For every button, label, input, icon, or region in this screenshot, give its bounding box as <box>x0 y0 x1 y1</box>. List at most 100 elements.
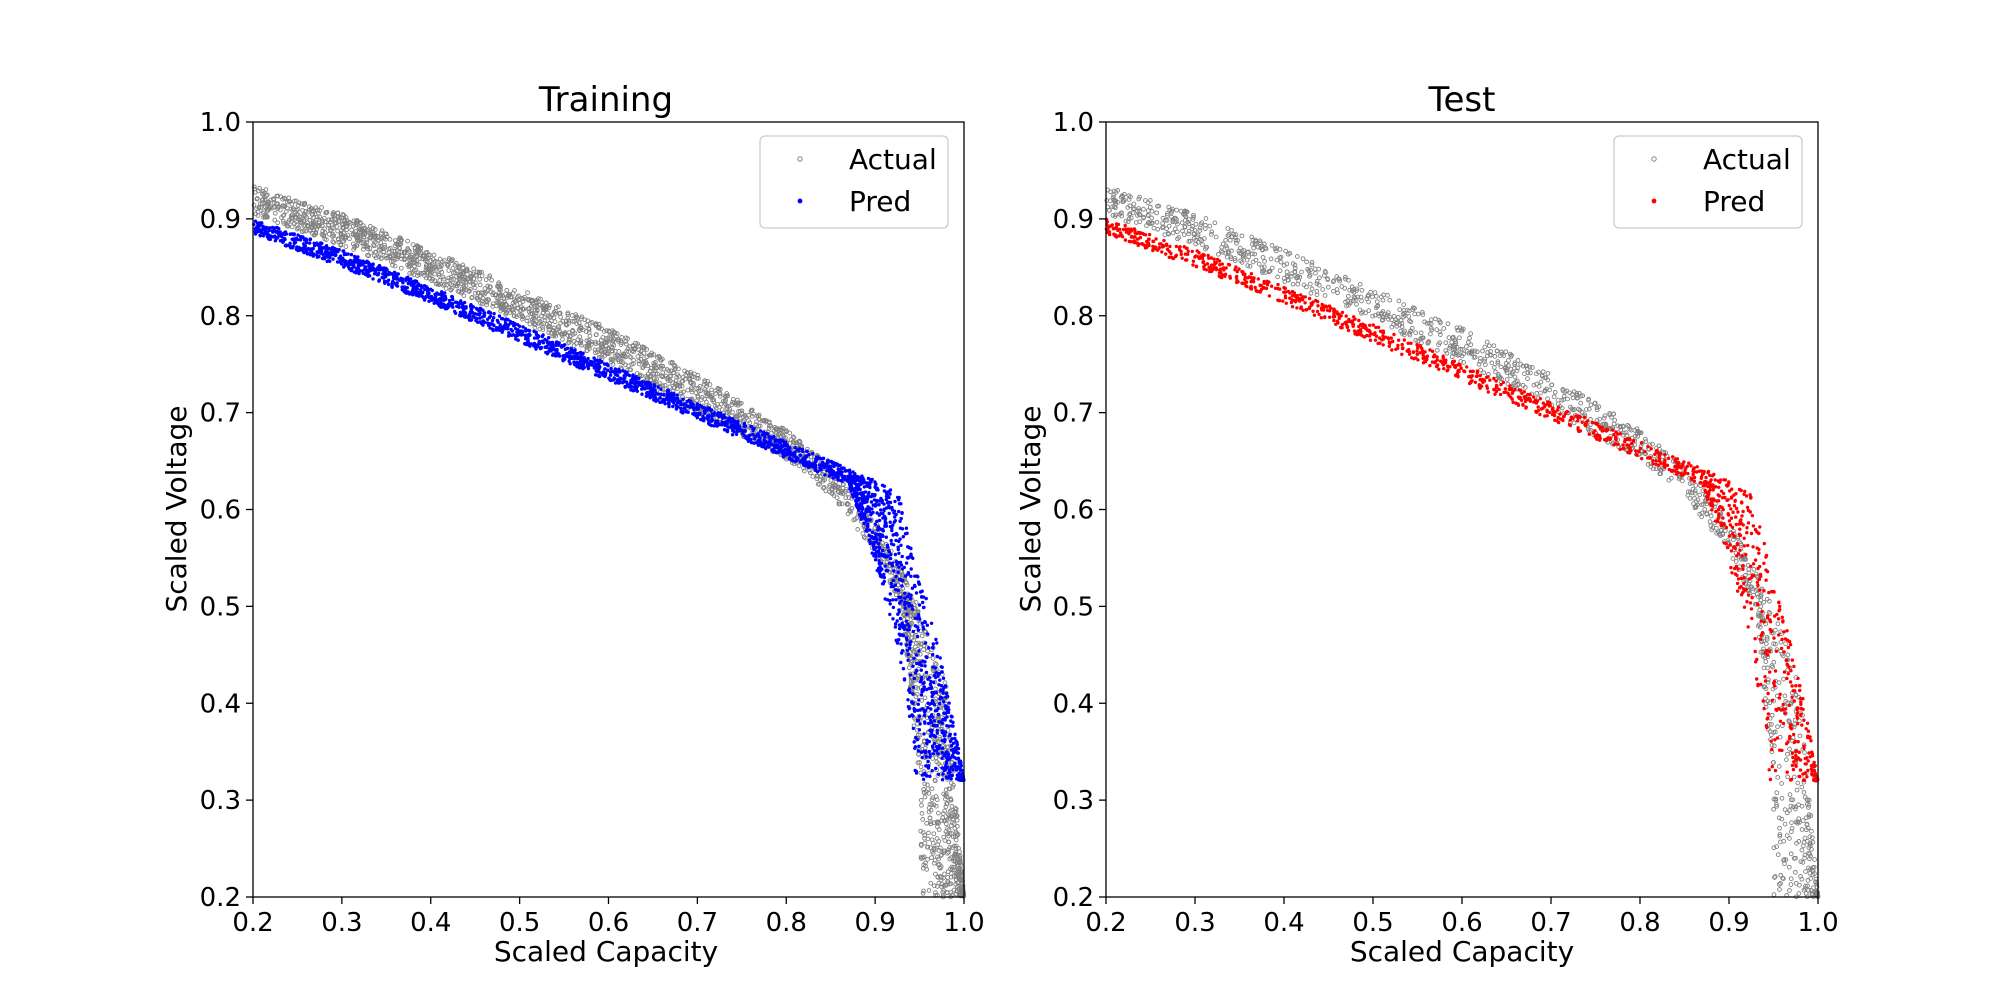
pred-point <box>869 500 874 504</box>
pred-point <box>875 499 879 504</box>
pred-point <box>904 636 909 640</box>
pred-point <box>762 444 766 449</box>
pred-point <box>899 595 903 599</box>
pred-point <box>549 340 554 345</box>
pred-point <box>906 698 910 702</box>
actual-point <box>520 316 525 322</box>
pred-point <box>903 591 907 595</box>
pred-point <box>931 642 935 646</box>
pred-point <box>707 422 711 426</box>
pred-point <box>948 774 953 778</box>
actual-point <box>361 247 366 252</box>
pred-point <box>333 250 337 254</box>
pred-point <box>415 290 419 294</box>
actual-point <box>477 282 483 288</box>
pred-point <box>925 655 929 660</box>
pred-point <box>671 404 675 409</box>
actual-point <box>635 354 641 359</box>
actual-point <box>930 668 936 673</box>
pred-point <box>897 509 901 514</box>
pred-point <box>921 600 925 605</box>
pred-point <box>891 617 895 621</box>
pred-point <box>278 230 282 234</box>
pred-point <box>924 670 929 675</box>
pred-point <box>896 547 900 552</box>
pred-point <box>853 472 857 476</box>
pred-point <box>811 451 815 456</box>
pred-point <box>613 367 617 371</box>
pred-point <box>887 511 891 516</box>
pred-point <box>277 227 281 231</box>
actual-point <box>587 333 593 339</box>
pred-point <box>950 754 955 759</box>
actual-point <box>936 810 941 816</box>
pred-point <box>892 511 896 515</box>
actual-point <box>595 347 601 353</box>
pred-point <box>609 366 613 371</box>
actual-point <box>923 860 928 866</box>
pred-point <box>667 402 671 406</box>
pred-point <box>902 677 907 681</box>
pred-point <box>868 482 872 487</box>
pred-point <box>802 461 807 466</box>
pred-point <box>904 574 908 578</box>
pred-point <box>914 769 919 774</box>
actual-point <box>671 370 676 375</box>
pred-point <box>874 546 878 550</box>
pred-point <box>917 744 921 748</box>
pred-point <box>941 676 946 680</box>
pred-point <box>725 428 730 432</box>
pred-point <box>856 486 860 491</box>
actual-point <box>627 354 633 359</box>
pred-point <box>658 396 662 400</box>
actual-point <box>933 696 939 702</box>
pred-point <box>926 701 930 705</box>
pred-point <box>868 518 872 522</box>
actual-point <box>589 320 595 325</box>
pred-point <box>475 307 479 311</box>
pred-point <box>573 363 578 367</box>
actual-point <box>929 786 935 792</box>
pred-point <box>912 709 917 713</box>
pred-point <box>888 612 892 617</box>
pred-point <box>538 346 543 351</box>
actual-point <box>460 262 466 268</box>
pred-point <box>325 252 329 256</box>
actual-point <box>255 188 261 194</box>
actual-point <box>565 333 571 338</box>
pred-point <box>358 259 363 263</box>
pred-point <box>950 724 954 728</box>
actual-point <box>525 315 530 321</box>
pred-point <box>469 318 474 322</box>
actual-point <box>608 356 614 362</box>
actual-point <box>933 686 938 692</box>
pred-point <box>441 305 446 309</box>
pred-point <box>907 714 912 718</box>
pred-point <box>859 479 863 484</box>
pred-point <box>723 420 727 425</box>
pred-point <box>957 759 961 763</box>
pred-point <box>940 751 944 755</box>
pred-point <box>945 724 949 728</box>
pred-point <box>907 624 911 629</box>
pred-point <box>938 701 942 706</box>
pred-point <box>900 633 904 637</box>
pred-point <box>659 387 663 391</box>
actual-point <box>416 262 422 268</box>
actual-point <box>489 277 494 283</box>
pred-point <box>893 552 898 557</box>
actual-point <box>510 307 516 313</box>
pred-point <box>751 428 755 433</box>
actual-point <box>919 811 925 816</box>
actual-point <box>921 888 926 894</box>
actual-point <box>418 270 424 276</box>
actual-point <box>953 837 959 843</box>
pred-point <box>903 606 907 610</box>
actual-point <box>942 871 947 877</box>
pred-point <box>911 692 915 696</box>
actual-point <box>926 830 931 836</box>
pred-point <box>720 416 725 420</box>
pred-point <box>888 520 892 524</box>
pred-point <box>327 246 331 251</box>
pred-point <box>873 535 878 539</box>
